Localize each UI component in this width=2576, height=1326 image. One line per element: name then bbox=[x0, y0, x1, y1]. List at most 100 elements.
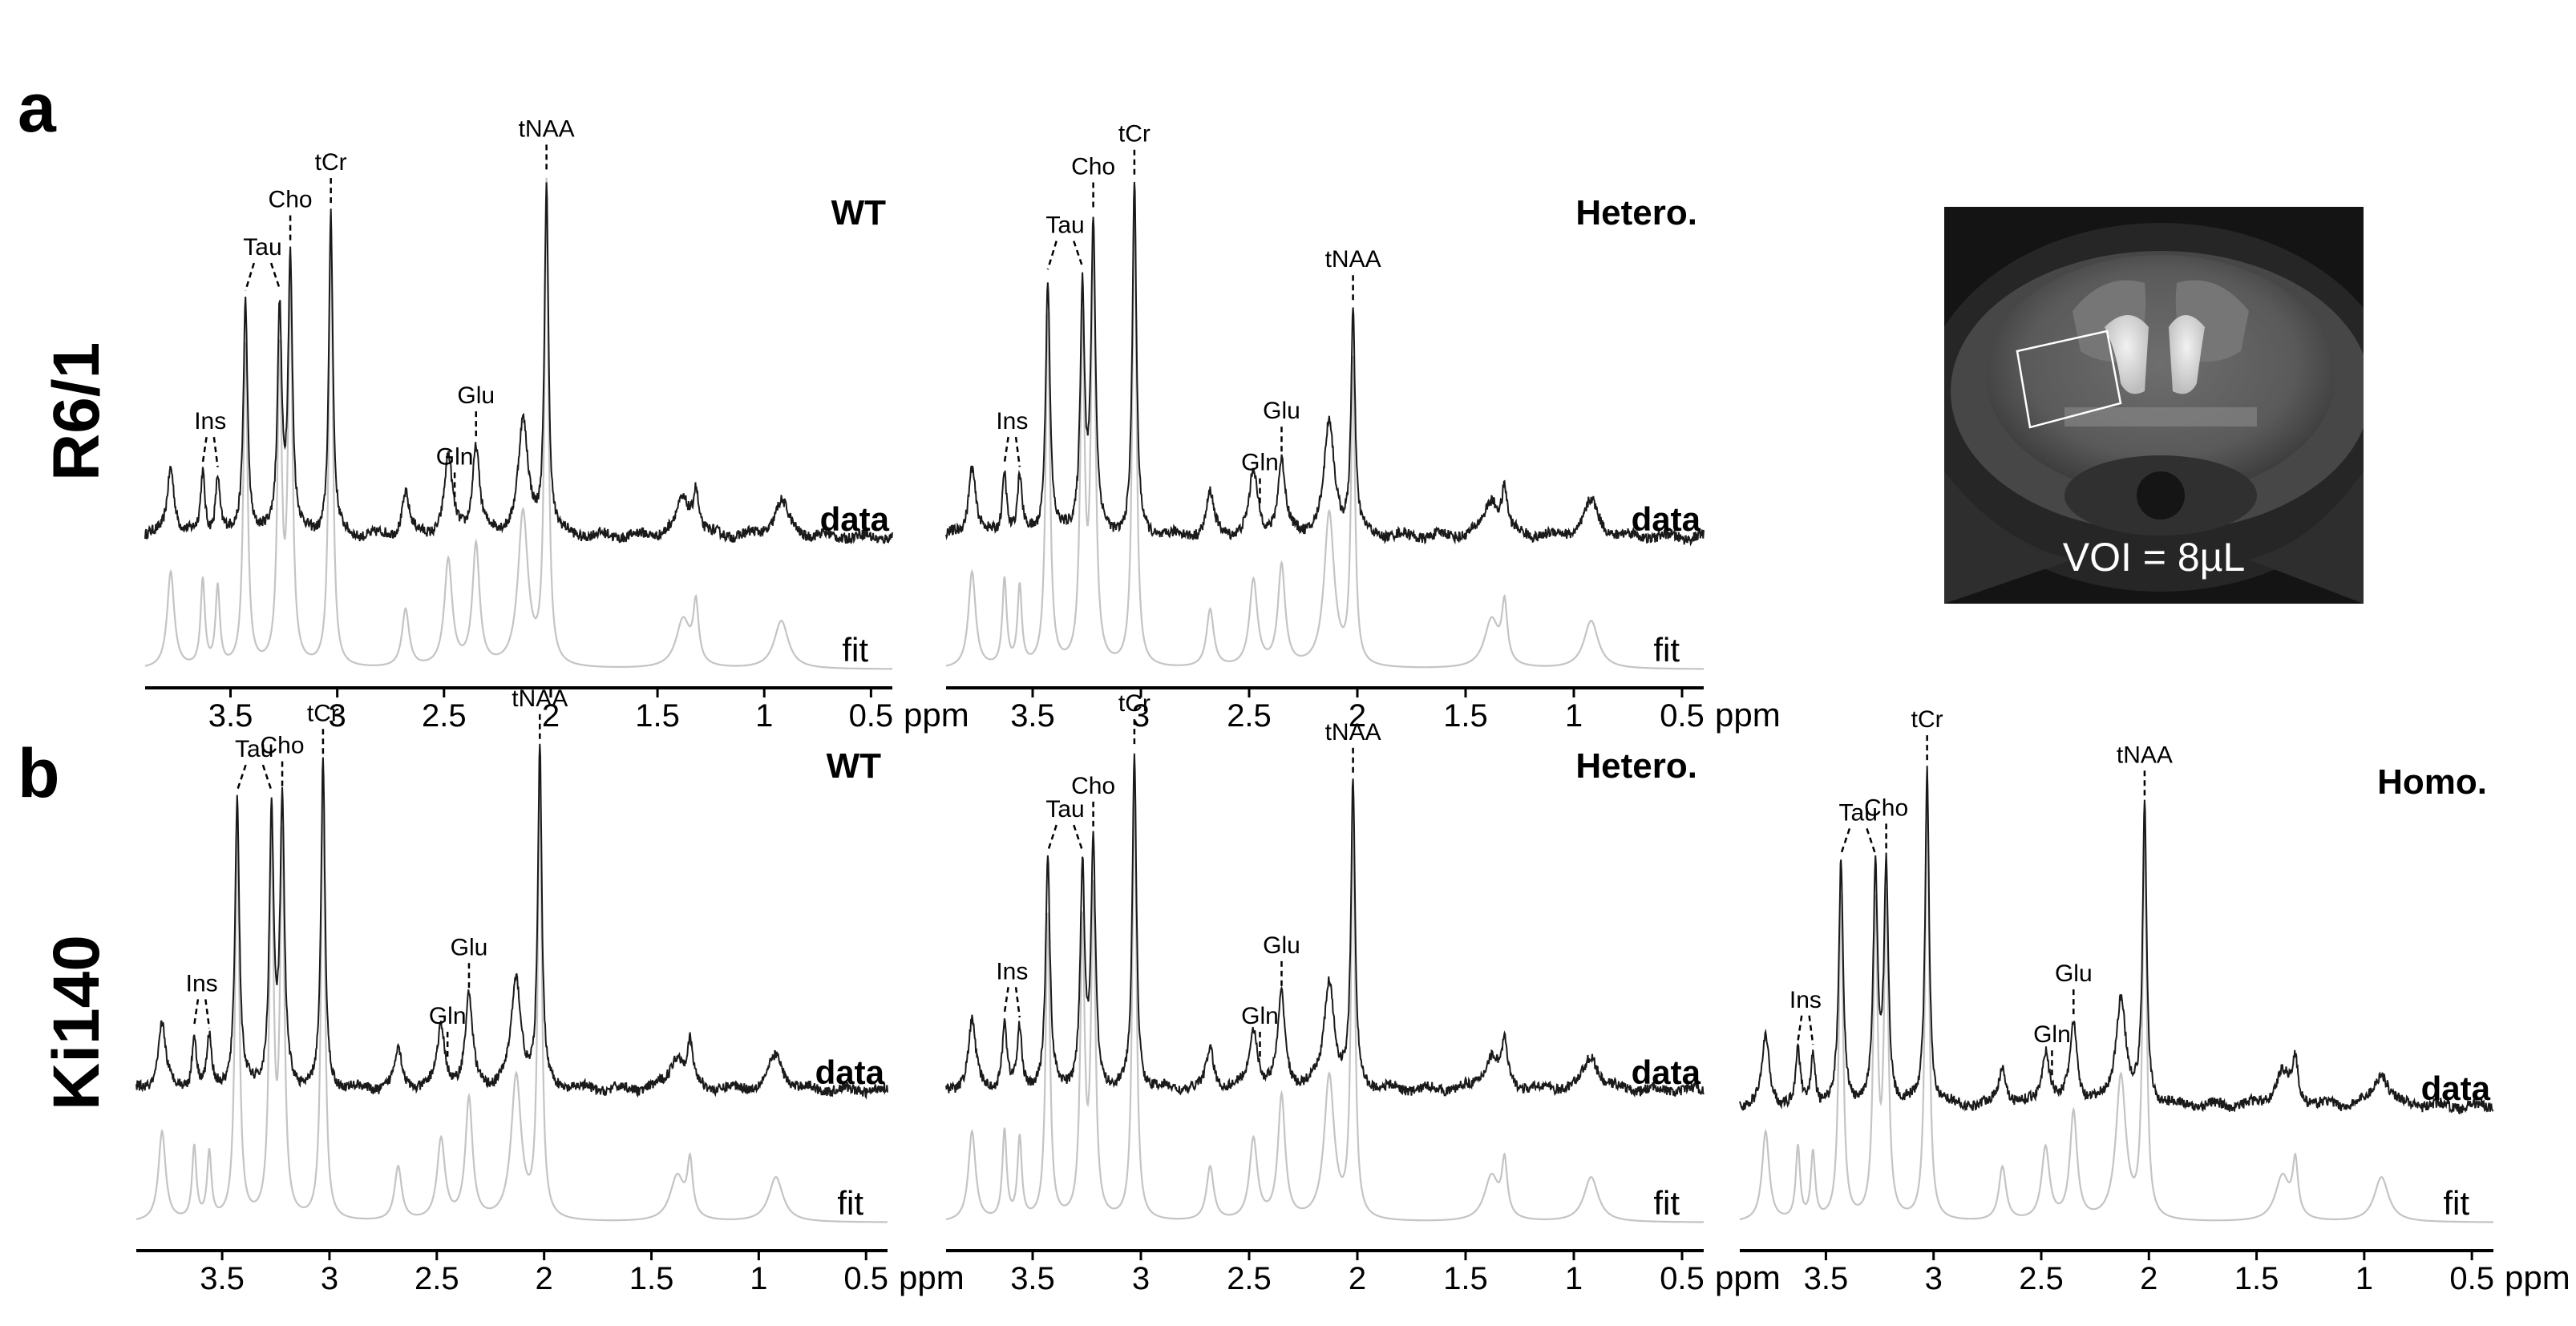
row-letter-a: a bbox=[18, 70, 56, 147]
peak-leader bbox=[1014, 987, 1021, 1018]
peak-leader bbox=[269, 262, 281, 289]
peak-label: tCr bbox=[307, 700, 339, 726]
peak-label: Cho bbox=[1071, 153, 1115, 180]
peak-label: Gln bbox=[1241, 1003, 1279, 1029]
series-label-fit: fit bbox=[2443, 1184, 2469, 1222]
x-tick-label: 2.5 bbox=[415, 1261, 459, 1296]
x-axis-label: ppm bbox=[1715, 1259, 1781, 1296]
series-label-data: data bbox=[1632, 500, 1701, 538]
peak-label: tCr bbox=[315, 149, 347, 176]
x-axis-label: ppm bbox=[2505, 1259, 2570, 1296]
peak-label: Tau bbox=[1045, 796, 1084, 823]
x-tick-label: 1.5 bbox=[629, 1261, 674, 1296]
peak-leader bbox=[1003, 436, 1009, 463]
x-tick-label: 2 bbox=[536, 1261, 553, 1296]
peak-label: Glu bbox=[457, 382, 495, 409]
x-tick-label: 3.5 bbox=[1804, 1261, 1849, 1296]
row-letter-b: b bbox=[18, 735, 60, 812]
peak-label: Ins bbox=[194, 408, 226, 435]
x-tick-label: 0.5 bbox=[1660, 1261, 1705, 1296]
fit-line bbox=[135, 763, 888, 1223]
peak-label: Gln bbox=[1241, 450, 1279, 476]
peak-label: Cho bbox=[269, 187, 313, 213]
peak-label: tNAA bbox=[1325, 719, 1381, 746]
peak-label: Gln bbox=[2033, 1021, 2071, 1048]
x-tick-label: 1 bbox=[1565, 1261, 1583, 1296]
peak-label: Ins bbox=[996, 408, 1028, 435]
peak-leader bbox=[261, 764, 273, 791]
series-label-fit: fit bbox=[1653, 1184, 1680, 1222]
x-tick-label: 1 bbox=[755, 698, 773, 734]
peak-label: tCr bbox=[1911, 706, 1943, 733]
series-label-fit: fit bbox=[1653, 631, 1680, 669]
x-tick-label: 1.5 bbox=[1443, 1261, 1488, 1296]
peak-label: Tau bbox=[1839, 799, 1878, 826]
x-axis-label: ppm bbox=[899, 1259, 964, 1296]
peak-leader bbox=[204, 999, 211, 1029]
fit-line bbox=[144, 177, 892, 670]
data-line bbox=[135, 743, 888, 1100]
x-tick-label: 3 bbox=[1132, 1261, 1150, 1296]
peak-leader bbox=[201, 437, 208, 463]
peak-leader bbox=[1014, 436, 1021, 467]
x-tick-label: 2.5 bbox=[1227, 698, 1272, 734]
x-tick-label: 2 bbox=[1349, 698, 1366, 734]
peak-label: Gln bbox=[436, 443, 474, 470]
x-tick-label: 0.5 bbox=[849, 698, 894, 734]
mri-brain-image: VOI = 8µL bbox=[1944, 207, 2364, 604]
x-tick-label: 1 bbox=[2356, 1261, 2373, 1296]
peak-leader bbox=[1073, 824, 1084, 851]
peak-leader bbox=[1866, 828, 1877, 855]
x-tick-label: 0.5 bbox=[843, 1261, 888, 1296]
x-tick-label: 2.5 bbox=[422, 698, 467, 734]
peak-label: Cho bbox=[261, 733, 305, 759]
peak-label: Ins bbox=[186, 970, 218, 997]
peak-label: tNAA bbox=[519, 115, 575, 142]
x-axis-label: ppm bbox=[904, 696, 969, 734]
peak-leader bbox=[1797, 1015, 1803, 1041]
peak-label: Glu bbox=[451, 934, 488, 960]
series-label-data: data bbox=[820, 500, 890, 538]
peak-label: Ins bbox=[996, 958, 1028, 984]
x-tick-label: 3.5 bbox=[200, 1261, 245, 1296]
peak-label: Glu bbox=[2055, 960, 2093, 987]
x-tick-label: 2.5 bbox=[1227, 1261, 1272, 1296]
peak-label: tNAA bbox=[512, 685, 568, 712]
peak-label: Gln bbox=[429, 1003, 467, 1029]
x-tick-label: 3.5 bbox=[208, 698, 253, 734]
x-tick-label: 3 bbox=[321, 1261, 338, 1296]
series-label-fit: fit bbox=[842, 631, 868, 669]
data-line bbox=[144, 182, 893, 545]
peak-label: Tau bbox=[235, 736, 273, 762]
peak-leader bbox=[236, 764, 247, 791]
x-tick-label: 1.5 bbox=[1443, 698, 1488, 734]
x-tick-label: 1.5 bbox=[2234, 1261, 2279, 1296]
spectrum-panel-3: 3.5 3 2.5 2 1.5 1 0.5 ppm Hetero. data fit Ins TauCh… bbox=[945, 690, 1781, 1296]
series-label-fit: fit bbox=[837, 1184, 863, 1222]
x-tick-label: 0.5 bbox=[1660, 698, 1705, 734]
peak-leader bbox=[1046, 241, 1057, 270]
voi-label: VOI = 8µL bbox=[2062, 535, 2246, 580]
peak-leader bbox=[244, 262, 256, 292]
data-line bbox=[945, 753, 1705, 1098]
x-tick-label: 3.5 bbox=[1010, 1261, 1055, 1296]
x-tick-label: 3 bbox=[1925, 1261, 1943, 1296]
fit-line bbox=[945, 184, 1704, 670]
group-title: Hetero. bbox=[1575, 746, 1697, 786]
x-tick-label: 3 bbox=[1132, 698, 1150, 734]
peak-label: tCr bbox=[1118, 690, 1151, 717]
x-axis-label: ppm bbox=[1715, 696, 1781, 734]
fit-line bbox=[1739, 770, 2493, 1223]
series-label-data: data bbox=[2421, 1069, 2491, 1107]
peak-label: Cho bbox=[1071, 773, 1115, 799]
group-title: Hetero. bbox=[1575, 193, 1697, 232]
x-tick-label: 1 bbox=[1565, 698, 1583, 734]
data-line bbox=[1739, 766, 2494, 1115]
peak-leader bbox=[1073, 241, 1084, 268]
peak-label: tNAA bbox=[1325, 246, 1381, 273]
x-tick-label: 1.5 bbox=[635, 698, 680, 734]
peak-label: Ins bbox=[1789, 987, 1822, 1013]
